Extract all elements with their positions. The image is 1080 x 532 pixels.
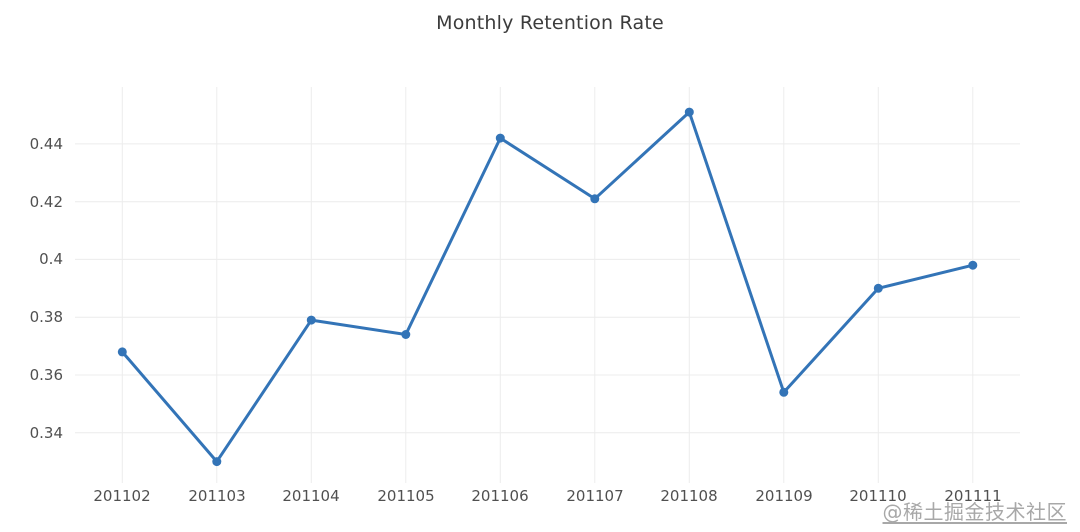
x-tick-label: 201106 (471, 487, 529, 505)
data-point (968, 260, 978, 270)
x-tick-label: 201108 (660, 487, 718, 505)
x-tick-label: 201109 (755, 487, 813, 505)
x-tick-label: 201111 (944, 487, 1002, 505)
x-tick-label: 201104 (282, 487, 340, 505)
chart-title: Monthly Retention Rate (436, 12, 664, 34)
data-point (684, 107, 694, 117)
data-point (117, 347, 127, 357)
y-tick-label: 0.42 (29, 193, 63, 211)
data-point (873, 283, 883, 293)
x-tick-label: 201105 (377, 487, 435, 505)
y-tick-label: 0.36 (29, 366, 63, 384)
data-point (495, 133, 505, 143)
y-tick-label: 0.38 (29, 308, 63, 326)
y-tick-label: 0.4 (39, 250, 63, 268)
x-tick-label: 201110 (849, 487, 907, 505)
line-series (120, 110, 975, 464)
data-point (779, 387, 789, 397)
data-point (590, 194, 600, 204)
data-point (401, 330, 411, 339)
x-tick-label: 201107 (566, 487, 624, 505)
gridlines (75, 87, 1020, 483)
data-point (306, 315, 316, 325)
x-tick-label: 201102 (93, 487, 151, 505)
x-tick-label: 201103 (188, 487, 246, 505)
y-tick-label: 0.34 (29, 424, 63, 442)
data-point (212, 457, 222, 467)
watermark: @稀土掘金技术社区 (882, 500, 1067, 524)
y-tick-label: 0.44 (29, 135, 63, 153)
